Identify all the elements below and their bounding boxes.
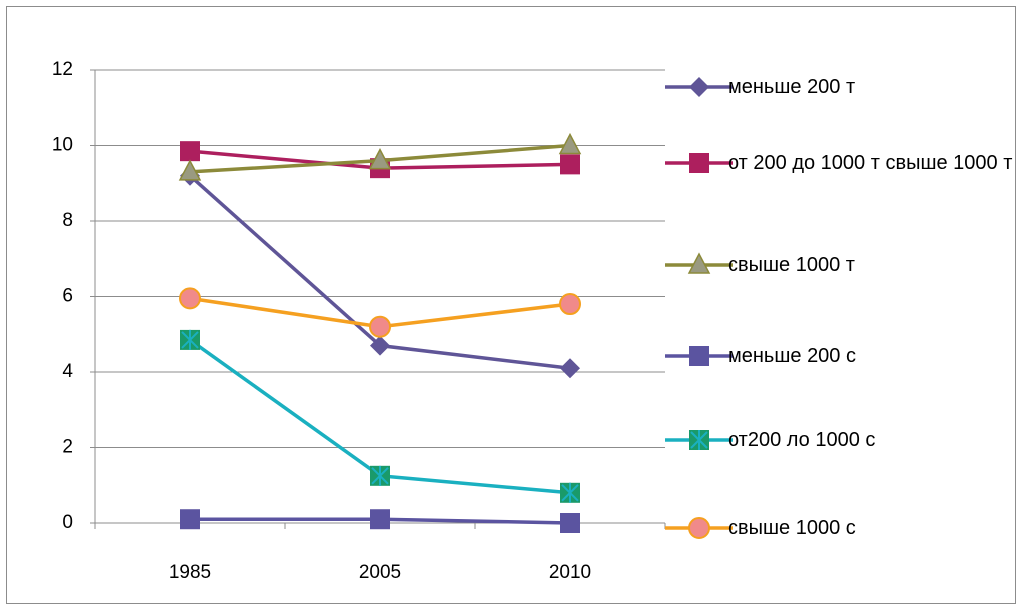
data-point bbox=[180, 329, 200, 350]
data-point bbox=[370, 465, 390, 486]
y-tick-label: 8 bbox=[62, 210, 73, 231]
legend-label: свыше 1000 т bbox=[728, 254, 855, 276]
data-point bbox=[368, 147, 392, 170]
legend-marker bbox=[687, 252, 711, 274]
legend-label: от200 ло 1000 с bbox=[728, 429, 876, 451]
data-point bbox=[559, 293, 581, 316]
data-point bbox=[558, 132, 582, 155]
chart-frame bbox=[6, 6, 1016, 604]
marker-star bbox=[371, 465, 389, 486]
data-point bbox=[180, 509, 200, 530]
data-point bbox=[560, 513, 580, 533]
legend-marker bbox=[689, 77, 709, 97]
data-point bbox=[179, 287, 201, 310]
data-point bbox=[369, 315, 391, 338]
legend-label: меньше 200 с bbox=[728, 345, 856, 367]
marker-star bbox=[561, 482, 579, 503]
y-tick-label: 6 bbox=[62, 286, 73, 307]
data-point bbox=[560, 358, 580, 379]
legend-marker bbox=[689, 346, 709, 366]
legend-label: свыше 1000 с bbox=[728, 517, 856, 539]
marker-star bbox=[181, 329, 199, 350]
legend-marker bbox=[689, 430, 709, 450]
data-point bbox=[370, 335, 390, 356]
x-tick-label: 2010 bbox=[549, 562, 591, 583]
y-tick-label: 4 bbox=[62, 361, 73, 382]
data-point bbox=[180, 141, 200, 162]
legend-label: от 200 до 1000 т свыше 1000 т bbox=[728, 152, 1013, 174]
data-point bbox=[560, 154, 580, 175]
x-tick-label: 1985 bbox=[169, 562, 211, 583]
y-tick-label: 2 bbox=[62, 437, 73, 458]
y-tick-label: 10 bbox=[52, 135, 73, 156]
legend-label: меньше 200 т bbox=[728, 76, 856, 98]
y-tick-label: 12 bbox=[52, 59, 73, 80]
legend-marker bbox=[688, 517, 710, 539]
legend-marker bbox=[689, 153, 709, 173]
data-point bbox=[560, 482, 580, 503]
marker-star bbox=[690, 430, 708, 450]
data-point bbox=[178, 159, 202, 181]
y-tick-label: 0 bbox=[62, 512, 73, 533]
data-point bbox=[370, 509, 390, 530]
x-tick-label: 2005 bbox=[359, 562, 401, 583]
